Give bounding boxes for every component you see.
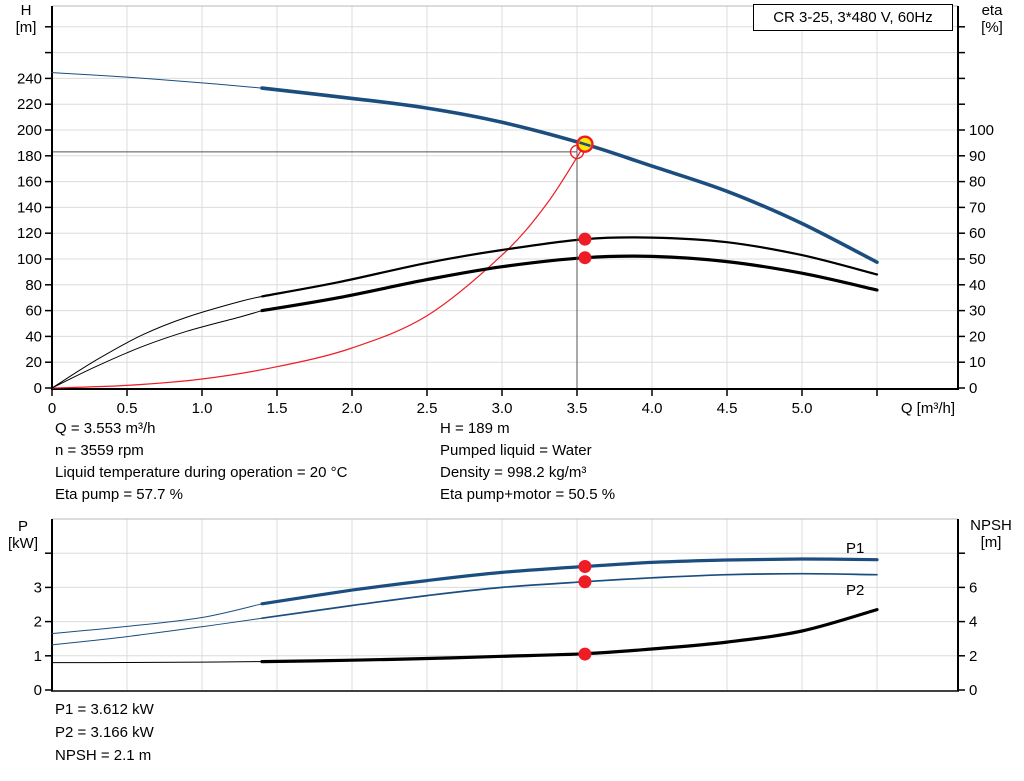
eta-axis-label: eta [%]: [966, 2, 1018, 36]
svg-text:0.5: 0.5: [117, 400, 138, 417]
info-line-speed: n = 3559 rpm: [55, 442, 144, 459]
svg-text:140: 140: [17, 199, 42, 216]
svg-text:10: 10: [969, 354, 986, 371]
svg-text:4.5: 4.5: [717, 400, 738, 417]
duty-value-dot: [578, 559, 592, 573]
svg-text:160: 160: [17, 174, 42, 191]
svg-text:0: 0: [969, 380, 977, 397]
duty-value-dot: [578, 251, 592, 265]
h-axis-unit: [m]: [15, 19, 37, 36]
info-line-liquid: Pumped liquid = Water: [440, 442, 592, 459]
p-axis-unit: [kW]: [8, 535, 38, 552]
duty-value-dot: [578, 575, 592, 589]
svg-text:0: 0: [969, 682, 977, 699]
info-line-temperature: Liquid temperature during operation = 20…: [55, 464, 348, 481]
operating-point-marker[interactable]: [576, 135, 594, 153]
p1-curve: [51, 557, 879, 635]
svg-text:240: 240: [17, 70, 42, 87]
svg-text:2: 2: [969, 648, 977, 665]
svg-text:5.0: 5.0: [792, 400, 813, 417]
pump-title-box: CR 3-25, 3*480 V, 60Hz: [753, 4, 953, 31]
svg-text:40: 40: [969, 277, 986, 294]
svg-text:100: 100: [969, 122, 994, 139]
npsh-curve: [51, 608, 879, 664]
p1-curve-label: P1: [846, 540, 864, 557]
svg-text:3: 3: [34, 579, 42, 596]
svg-text:2: 2: [34, 614, 42, 631]
info-line-density: Density = 998.2 kg/m³: [440, 464, 587, 481]
svg-text:80: 80: [969, 174, 986, 191]
svg-text:40: 40: [25, 328, 42, 345]
info-line-eta-pump: Eta pump = 57.7 %: [55, 486, 183, 503]
svg-text:220: 220: [17, 96, 42, 113]
duty-value-dot: [578, 232, 592, 246]
hq-chart[interactable]: 0 20 40 60 80 100 120 140 160 180 200 220 240 0 10 20 30…: [17, 5, 994, 417]
svg-text:1.5: 1.5: [267, 400, 288, 417]
npsh-axis-unit: [m]: [980, 534, 1002, 551]
p-axis-quantity: P: [17, 518, 28, 535]
hq-chart-gridlines: [53, 6, 957, 388]
duty-value-dot: [578, 647, 592, 661]
svg-text:0: 0: [34, 380, 42, 397]
svg-text:60: 60: [969, 225, 986, 242]
svg-text:2.0: 2.0: [342, 400, 363, 417]
eta-pump-motor: [51, 254, 879, 389]
info-line-p2: P2 = 3.166 kW: [55, 724, 154, 741]
svg-text:70: 70: [969, 199, 986, 216]
info-line-head: H = 189 m: [440, 420, 510, 437]
eta-axis-unit: [%]: [981, 19, 1003, 36]
svg-text:3.0: 3.0: [492, 400, 513, 417]
svg-text:4.0: 4.0: [642, 400, 663, 417]
svg-text:2.5: 2.5: [417, 400, 438, 417]
svg-text:180: 180: [17, 148, 42, 165]
svg-text:1: 1: [34, 648, 42, 665]
h-axis-quantity: H: [20, 2, 32, 19]
info-line-p1: P1 = 3.612 kW: [55, 701, 154, 718]
power-npsh-chart: 0 1 2 3 0 2 4 6 P2 P1: [34, 518, 977, 699]
power-npsh-chart-gridlines: [53, 519, 957, 690]
head-curve: [51, 72, 879, 264]
p-axis-label: P [kW]: [0, 518, 46, 552]
svg-text:200: 200: [17, 122, 42, 139]
npsh-axis-label: NPSH [m]: [962, 517, 1020, 551]
svg-text:50: 50: [969, 251, 986, 268]
svg-text:3.5: 3.5: [567, 400, 588, 417]
svg-text:30: 30: [969, 303, 986, 320]
info-line-q: Q = 3.553 m³/h: [55, 420, 156, 437]
p2-curve: [51, 572, 878, 646]
info-line-npsh: NPSH = 2.1 m: [55, 747, 152, 764]
h-axis-label: H [m]: [6, 2, 46, 36]
q-axis-label: Q [m³/h]: [900, 400, 955, 417]
svg-text:0: 0: [48, 400, 56, 417]
svg-text:0: 0: [34, 682, 42, 699]
duty-point-crosshair: [53, 142, 578, 388]
svg-text:20: 20: [969, 328, 986, 345]
svg-text:120: 120: [17, 225, 42, 242]
svg-text:1.0: 1.0: [192, 400, 213, 417]
eta-axis-quantity: eta: [981, 2, 1003, 19]
svg-text:100: 100: [17, 251, 42, 268]
svg-text:4: 4: [969, 614, 977, 631]
system-curve: [51, 143, 586, 389]
svg-text:6: 6: [969, 579, 977, 596]
svg-text:20: 20: [25, 354, 42, 371]
svg-text:60: 60: [25, 303, 42, 320]
info-line-eta-pump-motor: Eta pump+motor = 50.5 %: [440, 486, 616, 503]
p2-curve-label: P2: [846, 582, 864, 599]
npsh-axis-quantity: NPSH: [970, 517, 1012, 534]
svg-text:80: 80: [25, 277, 42, 294]
eta-pump: [51, 236, 879, 389]
svg-text:90: 90: [969, 148, 986, 165]
